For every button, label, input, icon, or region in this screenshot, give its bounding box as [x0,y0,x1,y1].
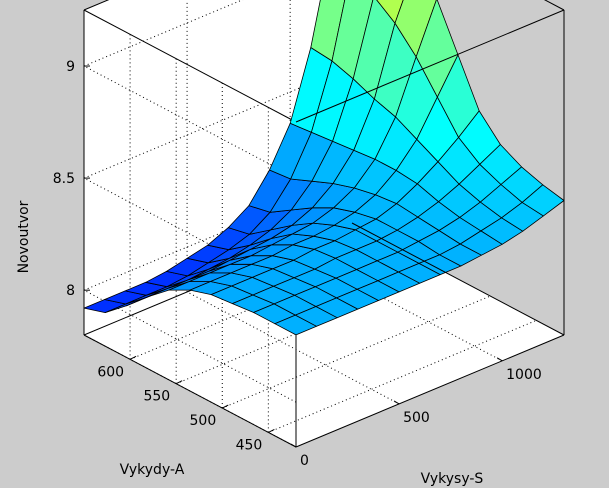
surface-patch [376,0,404,24]
surface-mesh [83,0,565,336]
x-tick-label: 1000 [506,367,542,383]
y-tick-mark [129,355,137,360]
box-edge [295,9,565,123]
grid-lines [83,0,537,448]
z-tick-label: 8.5 [53,171,75,187]
x-tick-label: 0 [300,453,309,469]
y-tick-label: 600 [97,364,124,380]
x-tick-mark [393,400,400,405]
grid-line [175,271,445,385]
y-tick-label: 500 [190,413,217,429]
y-tick-label: 550 [143,389,170,405]
grid-line [222,295,491,409]
z-axis-label: Novoutvor [16,200,32,273]
axes-side-wall [84,10,296,447]
y-tick-mark [222,404,229,409]
y-axis-label: Vykydy-A [120,462,185,478]
surface-patch [521,184,565,217]
grid-line [83,0,244,67]
x-tick-mark [290,443,297,448]
box-edge [83,334,297,448]
grid-line [83,177,353,291]
box-edge [83,9,297,123]
tick-labels: 0 500 1000 450 500 550 600 8 8.5 9 [53,59,542,469]
grid-line [268,319,537,433]
box-edge [351,222,565,336]
y-tick-mark [175,380,183,385]
box-edge [295,334,565,448]
axes-box-front [295,0,565,448]
y-tick-label: 450 [236,437,263,453]
x-tick-mark [496,357,503,362]
z-tick-label: 8 [66,283,75,299]
grid-line [83,65,353,179]
y-tick-mark [268,428,275,433]
x-axis-label: Vykysy-S [421,471,484,487]
grid-line [129,246,399,360]
z-tick-label: 9 [66,59,75,75]
surface-patch [310,0,346,62]
x-tick-label: 500 [403,410,430,426]
